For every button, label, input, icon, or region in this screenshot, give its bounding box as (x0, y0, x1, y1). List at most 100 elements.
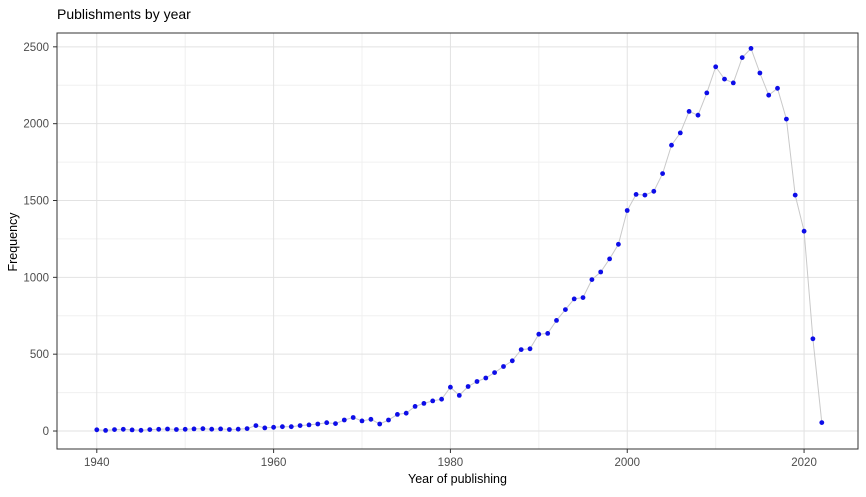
data-point (748, 46, 754, 51)
y-tick-label: 1500 (23, 196, 49, 208)
data-point (757, 70, 763, 76)
data-point (819, 420, 825, 425)
data-point (103, 428, 108, 433)
data-point (501, 364, 506, 369)
data-point (616, 241, 621, 247)
data-point (527, 346, 533, 352)
data-point (297, 423, 303, 428)
data-point (607, 256, 612, 262)
y-tick-label: 2000 (23, 119, 49, 131)
data-point (677, 130, 683, 136)
data-point (182, 426, 188, 432)
data-point (227, 427, 232, 432)
data-point (554, 318, 559, 323)
data-point (713, 64, 719, 70)
data-point (165, 426, 170, 432)
data-point (722, 76, 727, 82)
data-point (341, 417, 347, 423)
data-point (156, 426, 162, 432)
x-tick-label: 2000 (614, 457, 640, 469)
y-tick-label: 1000 (23, 272, 49, 284)
data-point (147, 427, 153, 432)
data-point (377, 421, 383, 427)
panel-border (56, 32, 859, 450)
data-point (536, 331, 542, 337)
data-point (129, 427, 135, 433)
data-point (280, 424, 285, 430)
data-point (315, 421, 321, 427)
data-point (651, 188, 657, 194)
data-point (695, 112, 701, 118)
data-point (518, 347, 524, 352)
data-point (563, 307, 568, 312)
data-point (253, 423, 259, 428)
data-point (244, 426, 250, 431)
data-point (430, 398, 436, 404)
data-point (421, 401, 427, 406)
data-point (94, 427, 100, 433)
data-point (624, 208, 630, 213)
data-point (810, 336, 816, 342)
data-point (333, 421, 338, 426)
data-point (465, 384, 471, 389)
data-point (288, 424, 294, 430)
data-point (633, 192, 639, 197)
data-point (412, 404, 418, 409)
data-point (571, 296, 577, 302)
data-point (509, 358, 515, 364)
x-tick-label: 1960 (261, 457, 287, 469)
data-point (395, 412, 400, 417)
data-point (262, 425, 268, 431)
data-point (439, 396, 444, 402)
data-point (766, 92, 772, 98)
y-tick-label: 2500 (23, 42, 49, 54)
data-point (350, 415, 356, 420)
data-point (598, 269, 604, 275)
data-point (801, 228, 807, 234)
data-point (324, 420, 330, 426)
data-point (218, 426, 224, 432)
y-tick-label: 500 (30, 349, 49, 361)
data-point (784, 116, 789, 122)
x-tick-label: 1940 (84, 457, 110, 469)
data-point (200, 426, 206, 432)
data-point (112, 427, 117, 432)
data-point (730, 80, 736, 86)
data-point (271, 424, 276, 430)
data-point (686, 109, 692, 114)
data-point (660, 171, 665, 177)
data-point (545, 331, 551, 336)
data-point (448, 384, 453, 390)
data-point (483, 375, 489, 381)
chart-title: Publishments by year (57, 6, 191, 22)
data-point (306, 422, 312, 428)
data-point (589, 277, 595, 282)
x-tick-label: 1980 (438, 457, 464, 469)
data-point (359, 418, 365, 424)
data-point (191, 426, 197, 432)
data-point (386, 417, 391, 423)
y-axis-title: Frequency (6, 212, 20, 272)
panel-background (57, 33, 858, 449)
data-point (669, 142, 674, 148)
data-point (138, 427, 144, 433)
data-point (209, 426, 215, 432)
data-point (403, 410, 409, 416)
x-tick-label: 2020 (791, 457, 817, 469)
data-point (474, 379, 480, 384)
x-axis-title: Year of publishing (408, 472, 507, 486)
data-point (368, 416, 374, 422)
y-tick-label: 0 (43, 426, 49, 438)
data-point (704, 90, 710, 96)
data-point (456, 393, 462, 398)
data-point (235, 426, 241, 432)
data-point (642, 192, 648, 198)
data-point (775, 85, 780, 91)
data-point (492, 370, 497, 375)
data-point (580, 295, 586, 300)
data-point (174, 427, 179, 432)
data-point (739, 55, 745, 60)
data-point (792, 192, 798, 198)
